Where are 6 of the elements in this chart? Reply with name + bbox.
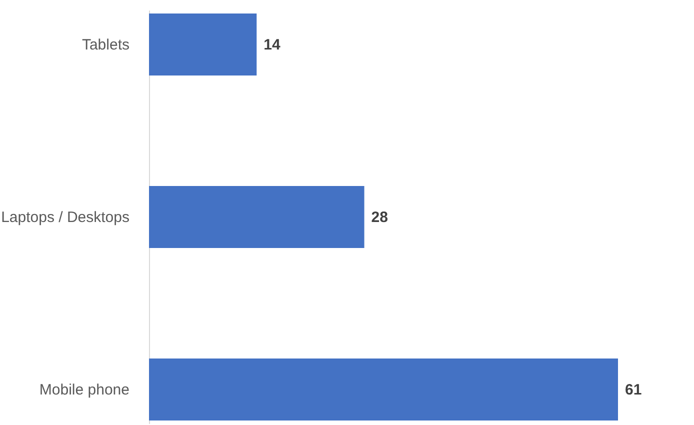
y-tick-label: Tablets: [82, 36, 130, 54]
data-label: 61: [625, 382, 642, 398]
data-label: 14: [264, 36, 281, 54]
y-tick-label: Mobile phone: [39, 382, 130, 398]
y-tick-label: Laptops / Desktops: [1, 209, 130, 226]
data-label: 28: [371, 209, 388, 226]
